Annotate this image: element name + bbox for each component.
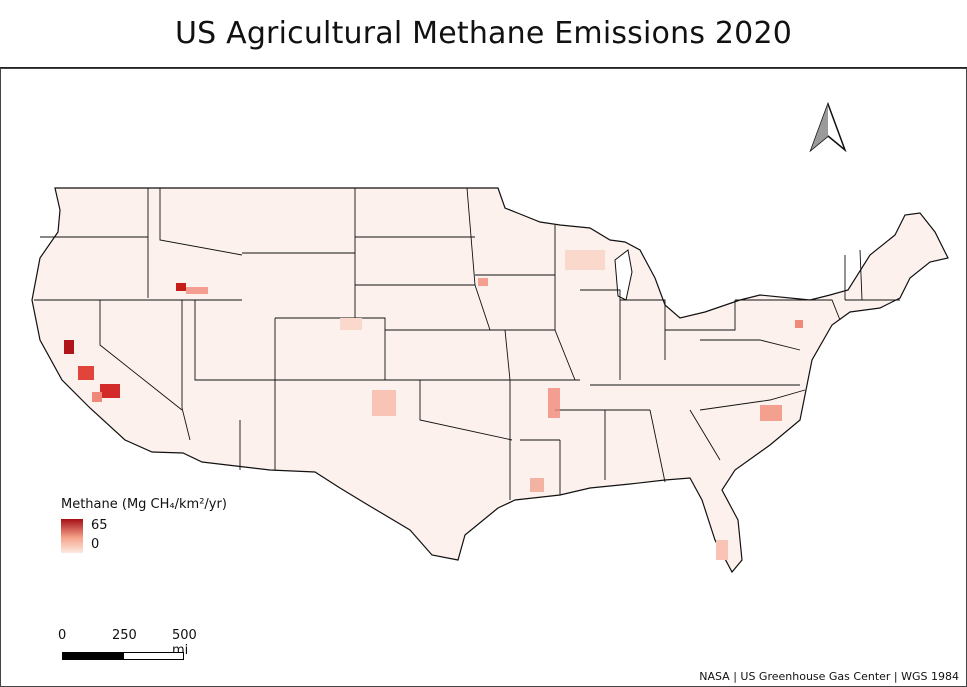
hotspot-california-south [100, 384, 120, 398]
hotspot-wisconsin [565, 250, 605, 270]
map-title: US Agricultural Methane Emissions 2020 [174, 16, 793, 51]
hotspot-colorado [340, 318, 362, 330]
legend-title: Methane (Mg CH₄/km²/yr) [61, 497, 227, 512]
state-borders [34, 187, 900, 500]
legend: Methane (Mg CH₄/km²/yr) 65 0 [61, 497, 227, 553]
hotspot-california-north [64, 340, 74, 354]
legend-color-ramp [61, 519, 83, 553]
map-credit: NASA | US Greenhouse Gas Center | WGS 19… [699, 670, 959, 683]
hotspot-north-carolina [760, 405, 782, 421]
scale-label-250: 250 [112, 628, 137, 643]
hotspot-idaho-2 [186, 287, 208, 294]
north-arrow-icon [809, 102, 847, 153]
title-bar: US Agricultural Methane Emissions 2020 [0, 0, 967, 68]
scale-label-0: 0 [58, 628, 67, 643]
hotspot-louisiana [530, 478, 544, 492]
hotspot-florida [716, 540, 728, 560]
hotspot-pennsylvania [795, 320, 803, 328]
emission-hotspots [64, 250, 803, 560]
scale-bar-graphic [62, 652, 184, 660]
hotspot-arkansas [548, 388, 560, 418]
legend-max-label: 65 [91, 518, 108, 533]
legend-min-label: 0 [91, 537, 100, 552]
hotspot-idaho [176, 283, 186, 291]
hotspot-iowa [478, 278, 488, 286]
hotspot-texas-panhandle [372, 390, 396, 416]
hotspot-california-central [78, 366, 94, 380]
scale-bar-segment [63, 653, 124, 659]
hotspot-california-valley [92, 392, 102, 402]
